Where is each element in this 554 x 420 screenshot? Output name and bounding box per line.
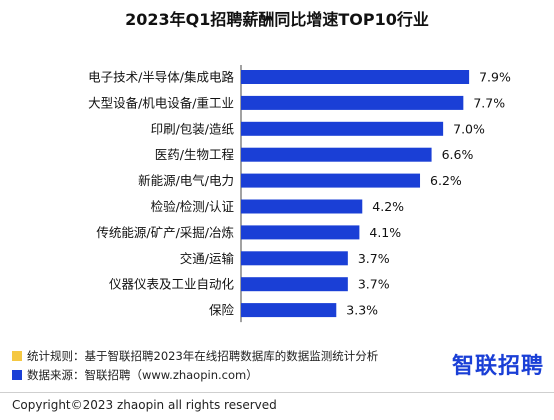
bar-chart: 电子技术/半导体/集成电路 7.9% 大型设备/机电设备/重工业 7.7% 印刷/包装/…: [88, 65, 511, 323]
category-label: 电子技术/半导体/集成电路: [88, 70, 234, 85]
category-label: 保险: [209, 303, 235, 318]
note-rule-text: 统计规则：基于智联招聘2023年在线招聘数据库的数据监测统计分析: [27, 348, 379, 363]
data-label: 7.9%: [479, 70, 511, 85]
category-label: 交通/运输: [180, 251, 235, 266]
bar: [241, 95, 464, 110]
chart-title: 2023年Q1招聘薪酬同比增速TOP10行业: [125, 10, 429, 29]
category-label: 检验/检测/认证: [151, 199, 235, 214]
note-source-text: 数据来源：智联招聘（www.zhaopin.com）: [27, 367, 258, 382]
category-label: 医药/生物工程: [155, 147, 235, 162]
data-label: 4.2%: [372, 199, 404, 214]
data-label: 7.7%: [473, 95, 505, 110]
note-source: 数据来源：智联招聘（www.zhaopin.com）: [12, 365, 378, 384]
data-label: 3.7%: [358, 251, 390, 266]
bar: [241, 277, 348, 292]
category-label: 传统能源/矿产/采掘/冶炼: [96, 225, 234, 240]
bar: [241, 303, 337, 318]
data-label: 7.0%: [453, 121, 485, 136]
bar: [241, 251, 348, 266]
data-label: 3.7%: [358, 277, 390, 292]
note-rule: 统计规则：基于智联招聘2023年在线招聘数据库的数据监测统计分析: [12, 346, 378, 365]
category-label: 仪器仪表及工业自动化: [109, 277, 235, 292]
category-label: 新能源/电气/电力: [138, 173, 234, 188]
category-label: 印刷/包装/造纸: [151, 121, 235, 136]
bar: [241, 121, 444, 136]
bar: [241, 173, 421, 188]
notes: 统计规则：基于智联招聘2023年在线招聘数据库的数据监测统计分析 数据来源：智联…: [12, 346, 378, 384]
data-label: 4.1%: [369, 225, 401, 240]
bar: [241, 147, 432, 162]
zhaopin-logo: 智联招聘: [451, 354, 544, 379]
copyright-text: Copyright©2023 zhaopin all rights reserv…: [12, 398, 277, 412]
footer: Copyright©2023 zhaopin all rights reserv…: [0, 392, 554, 420]
category-label: 大型设备/机电设备/重工业: [88, 95, 234, 110]
data-label: 6.6%: [442, 147, 474, 162]
note-source-swatch: [12, 369, 22, 380]
note-rule-swatch: [12, 350, 22, 361]
data-label: 6.2%: [430, 173, 462, 188]
bar: [241, 225, 360, 240]
bar: [241, 199, 363, 214]
bar: [241, 70, 470, 84]
data-label: 3.3%: [346, 303, 378, 318]
